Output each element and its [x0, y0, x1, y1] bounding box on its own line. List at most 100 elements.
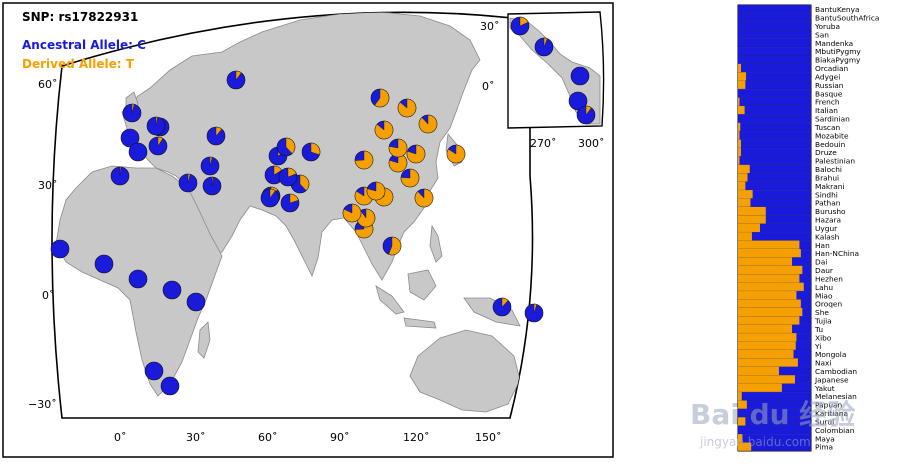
- bar-ancestral-han-nchina: [800, 249, 811, 258]
- pie-marker-tu: [354, 150, 374, 170]
- population-label-hezhen: Hezhen: [815, 274, 843, 283]
- pie-marker-lahu: [356, 208, 376, 228]
- bar-ancestral-xibo: [796, 333, 811, 342]
- population-label-kalash: Kalash: [815, 232, 840, 241]
- pie-marker-balochi: [264, 165, 284, 185]
- population-label-adygei: Adygei: [815, 72, 840, 81]
- pie-ancestral-sardinian: [128, 142, 148, 162]
- population-label-miao: Miao: [815, 291, 833, 300]
- pie-marker-basque: [120, 128, 140, 148]
- population-label-pathan: Pathan: [815, 199, 841, 208]
- map-lat-labels: 60˚ 30˚ 0˚ −30˚: [28, 78, 58, 411]
- bar-ancestral-sardinian: [738, 114, 811, 123]
- allele-frequency-bars: [738, 5, 811, 452]
- bar-ancestral-she: [802, 307, 811, 317]
- bar-derived-brahui: [738, 173, 748, 182]
- population-label-han: Han: [815, 241, 830, 250]
- population-label-french: French: [815, 98, 840, 107]
- bar-derived-yakut: [738, 383, 782, 393]
- bar-ancestral-brahui: [747, 173, 811, 182]
- pie-ancestral-yoruba: [94, 254, 114, 274]
- lat-label-0: 0˚: [42, 289, 55, 302]
- pie-marker-daur: [418, 114, 438, 134]
- pie-derived-palestinian: [211, 176, 214, 187]
- bar-derived-mongola: [738, 350, 794, 359]
- pie-marker-kalash: [278, 167, 298, 187]
- population-label-tujia: Tujia: [814, 317, 832, 326]
- philippines-landmass: [429, 224, 443, 263]
- bar-ancestral-basque: [738, 89, 811, 98]
- pie-marker-sardinian: [128, 142, 148, 162]
- lon-label-0: 0˚: [114, 431, 127, 444]
- bar-ancestral-pathan: [750, 198, 811, 207]
- population-label-mandenka: Mandenka: [815, 39, 853, 48]
- pie-derived-cambodian: [388, 236, 402, 256]
- pie-marker-mongola: [400, 168, 420, 188]
- population-label-hazara: Hazara: [815, 216, 841, 225]
- pie-marker-oroqen: [374, 120, 394, 140]
- bar-derived-orcadian: [738, 63, 741, 73]
- bar-derived-she: [738, 307, 803, 317]
- bar-derived-tujia: [738, 316, 800, 325]
- pie-marker-yoruba: [94, 254, 114, 274]
- pie-ancestral-bantusouthafrica: [160, 376, 180, 396]
- bar-ancestral-melanesian: [741, 392, 811, 401]
- population-label-sardinian: Sardinian: [815, 115, 850, 124]
- bar-derived-dai: [738, 257, 793, 266]
- bar-derived-druze: [738, 148, 741, 157]
- bar-derived-kalash: [738, 232, 752, 241]
- bar-ancestral-papuan: [746, 400, 811, 409]
- bar-derived-han-nchina: [738, 249, 801, 258]
- bar-derived-yi: [738, 341, 796, 351]
- bar-derived-italian: [738, 105, 745, 115]
- population-label-mongola: Mongola: [815, 350, 846, 359]
- bar-ancestral-surui: [745, 417, 811, 426]
- pie-marker-miao: [388, 153, 408, 173]
- pie-derived-tuscan: [155, 116, 158, 127]
- pie-marker-papuan: [492, 297, 512, 317]
- population-label-dai: Dai: [815, 258, 827, 267]
- bar-ancestral-orcadian: [740, 63, 811, 73]
- pie-marker-biakapygmy: [128, 269, 148, 289]
- bar-ancestral-mongola: [793, 350, 811, 359]
- bar-ancestral-han: [799, 240, 811, 250]
- pie-derived-surui: [585, 105, 592, 116]
- lat-label-60: 60˚: [38, 78, 58, 91]
- bar-ancestral-tujia: [799, 316, 811, 325]
- pie-marker-pima: [510, 16, 530, 36]
- bar-derived-japanese: [738, 375, 795, 384]
- bar-derived-french: [738, 97, 740, 106]
- pie-derived-makrani: [269, 188, 276, 199]
- inset-lon-270: 270˚: [530, 137, 557, 150]
- watermark: Bai du 经验 jingyan.baidu.com: [690, 398, 855, 449]
- pie-derived-melanesian: [533, 303, 538, 314]
- population-label-cambodian: Cambodian: [815, 367, 857, 376]
- pie-marker-japanese: [388, 138, 408, 158]
- population-label-yi: Yi: [814, 342, 821, 351]
- pie-derived-she: [414, 188, 434, 208]
- pie-marker-yakut: [370, 88, 390, 108]
- population-label-melanesian: Melanesian: [815, 392, 857, 401]
- derived-label: Derived Allele: T: [22, 57, 135, 71]
- population-label-daur: Daur: [815, 266, 834, 275]
- pie-derived-mongola: [400, 168, 420, 188]
- population-label-han-nchina: Han-NChina: [815, 249, 859, 258]
- pie-marker-she: [414, 188, 434, 208]
- madagascar-landmass: [197, 321, 211, 359]
- bar-derived-han: [738, 240, 800, 250]
- lon-label-150: 150˚: [475, 431, 502, 444]
- population-label-japanese: Japanese: [814, 375, 849, 384]
- bar-ancestral-bantusouthafrica: [738, 13, 811, 22]
- lon-label-30: 30˚: [186, 431, 206, 444]
- bar-derived-palestinian: [738, 156, 740, 165]
- population-label-maya: Maya: [815, 434, 835, 443]
- population-label-bantukenya: BantuKenya: [815, 5, 859, 14]
- bar-ancestral-mandenka: [738, 38, 811, 48]
- bar-derived-oroqen: [738, 299, 801, 308]
- population-label-palestinian: Palestinian: [815, 157, 855, 166]
- bar-ancestral-mbutipygmy: [738, 47, 811, 56]
- population-label-papuan: Papuan: [815, 401, 843, 410]
- borneo-landmass: [407, 269, 437, 301]
- pie-marker-bantukenya: [186, 292, 206, 312]
- pie-ancestral-karitiana: [568, 91, 588, 111]
